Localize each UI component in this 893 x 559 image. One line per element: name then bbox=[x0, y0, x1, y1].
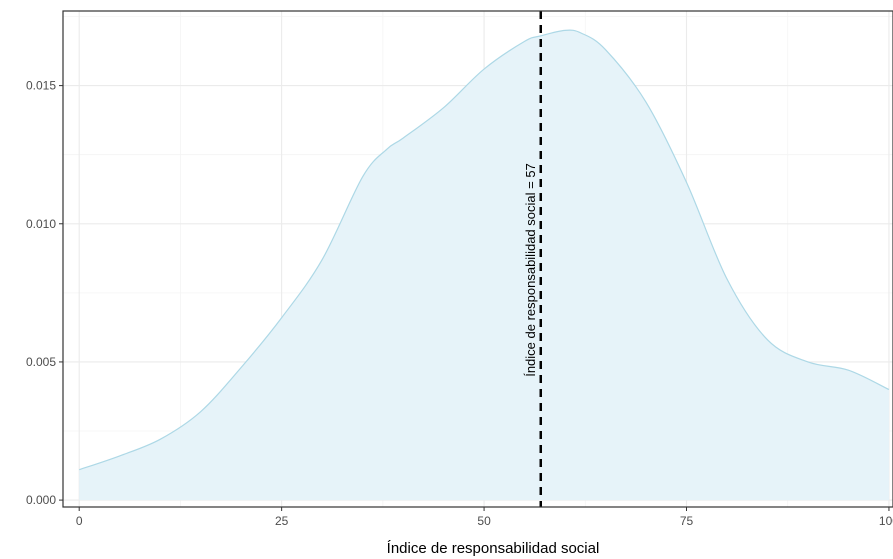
x-tick-label: 75 bbox=[680, 514, 694, 528]
x-axis-ticks: 0 25 50 75 100 bbox=[76, 507, 893, 528]
y-tick-label: 0.005 bbox=[26, 355, 56, 369]
density-line bbox=[79, 29, 890, 471]
x-tick-label: 0 bbox=[76, 514, 83, 528]
x-tick-label: 25 bbox=[275, 514, 289, 528]
reference-line-label: Índice de responsabilidad social = 57 bbox=[523, 163, 538, 377]
x-tick-label: 100 bbox=[879, 514, 893, 528]
density-area bbox=[79, 30, 889, 501]
x-tick-label: 50 bbox=[477, 514, 491, 528]
y-axis-ticks: 0.000 0.005 0.010 0.015 bbox=[26, 79, 63, 507]
y-tick-label: 0.000 bbox=[26, 493, 56, 507]
x-axis-title: Índice de responsabilidad social bbox=[387, 540, 600, 557]
panel-border bbox=[62, 10, 893, 508]
y-tick-label: 0.010 bbox=[26, 217, 56, 231]
y-tick-label: 0.015 bbox=[26, 79, 56, 93]
